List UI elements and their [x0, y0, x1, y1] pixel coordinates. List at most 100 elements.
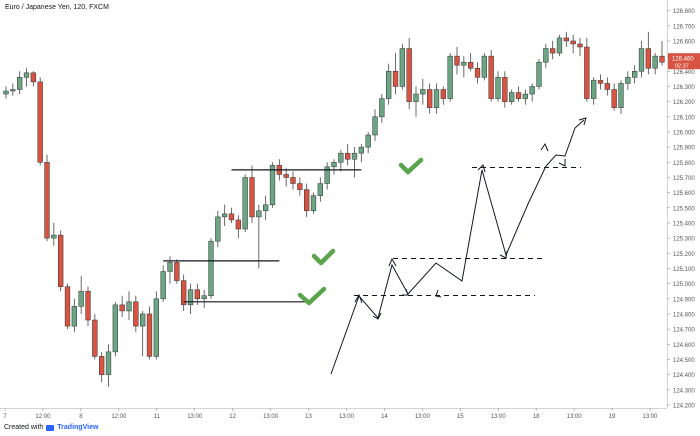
- candle-body: [263, 204, 269, 212]
- candle: [78, 276, 84, 314]
- y-tick-label: 125.100: [673, 267, 695, 273]
- check-icon: [311, 248, 336, 266]
- candle-body: [167, 262, 173, 272]
- candle-body: [570, 40, 576, 45]
- y-tick-label: 125.400: [673, 221, 695, 227]
- candle: [386, 63, 392, 105]
- candle-body: [201, 295, 207, 300]
- candle-body: [529, 86, 535, 95]
- candle-body: [99, 356, 105, 375]
- x-tick-label: 19: [609, 414, 616, 420]
- candle: [17, 71, 23, 95]
- candle: [160, 265, 166, 302]
- candle: [447, 53, 453, 102]
- candle: [324, 162, 330, 190]
- candle-body: [153, 298, 159, 357]
- y-tick-label: 124.800: [673, 312, 695, 318]
- candle-body: [126, 301, 132, 312]
- candle-body: [379, 98, 385, 118]
- candle-body: [536, 61, 542, 87]
- candle-body: [618, 83, 624, 108]
- candle: [645, 31, 651, 75]
- candle: [30, 71, 36, 87]
- y-tick-label: 124.400: [673, 373, 695, 379]
- y-tick-label: 126.400: [673, 70, 695, 76]
- axes: 126.800126.700126.600126.500126.400126.3…: [0, 0, 700, 420]
- candle: [256, 204, 262, 269]
- x-tick-label: 15: [457, 414, 464, 420]
- candle: [181, 274, 187, 311]
- candle: [584, 37, 590, 102]
- candle: [146, 306, 153, 360]
- candle-body: [290, 177, 296, 184]
- candle: [99, 351, 105, 383]
- candle: [263, 195, 269, 220]
- candle-body: [297, 183, 303, 190]
- candle: [37, 77, 43, 166]
- candle: [228, 207, 235, 223]
- zigzag-path: [330, 119, 585, 375]
- candle-body: [3, 90, 9, 95]
- candle-body: [23, 72, 30, 78]
- candle-body: [659, 55, 665, 63]
- x-tick-label: 13: [305, 414, 312, 420]
- candle-body: [488, 55, 494, 99]
- candle-body: [228, 213, 235, 221]
- candle-body: [406, 48, 412, 102]
- y-tick-label: 124.900: [673, 297, 695, 303]
- candle: [522, 89, 528, 105]
- candle-body: [338, 152, 344, 163]
- x-tick-label: 18: [533, 414, 540, 420]
- candle-body: [399, 48, 405, 87]
- candle-body: [44, 162, 50, 239]
- candle: [358, 144, 364, 163]
- candles: [3, 31, 665, 387]
- candle-body: [208, 240, 214, 297]
- candle: [338, 150, 344, 172]
- candle: [331, 159, 337, 175]
- candle: [222, 204, 228, 226]
- candle: [310, 192, 317, 214]
- y-tick-label: 124.300: [673, 388, 695, 394]
- arrowhead: [477, 164, 486, 173]
- candle: [454, 47, 460, 75]
- candle-body: [85, 290, 91, 321]
- y-tick-label: 125.600: [673, 191, 695, 197]
- candle: [269, 162, 276, 208]
- candle-body: [112, 304, 118, 353]
- candle-body: [543, 48, 549, 63]
- arrowhead: [558, 159, 566, 167]
- check-icon: [398, 157, 424, 175]
- candle-body: [645, 48, 651, 69]
- candle-body: [119, 304, 125, 312]
- candle-body: [461, 61, 467, 66]
- candle: [58, 230, 64, 292]
- candle: [133, 295, 139, 333]
- candle-body: [64, 286, 71, 327]
- price-badge: [668, 53, 700, 70]
- support-lines: [163, 169, 362, 303]
- y-tick-label: 125.500: [673, 206, 695, 212]
- y-tick-label: 126.300: [673, 85, 695, 91]
- candle-body: [447, 55, 453, 99]
- candle-body: [638, 48, 645, 72]
- candle-body: [324, 166, 330, 184]
- candle: [23, 68, 30, 87]
- candle: [597, 74, 604, 90]
- candle-body: [331, 162, 337, 168]
- time-label: 02:37: [675, 64, 689, 70]
- candle: [379, 94, 385, 123]
- x-tick-label: 7: [3, 414, 7, 420]
- candle: [112, 301, 118, 357]
- candle-body: [652, 55, 658, 69]
- y-tick-label: 126.600: [673, 39, 695, 45]
- candle-body: [495, 77, 501, 99]
- chart-title: Euro / Japanese Yen, 120, FXCM: [5, 4, 109, 11]
- y-tick-label: 124.500: [673, 358, 695, 364]
- candle: [543, 43, 549, 69]
- x-tick-label: 13:00: [263, 414, 279, 420]
- candle: [413, 86, 419, 117]
- candle-body: [611, 89, 617, 108]
- candle: [187, 283, 194, 314]
